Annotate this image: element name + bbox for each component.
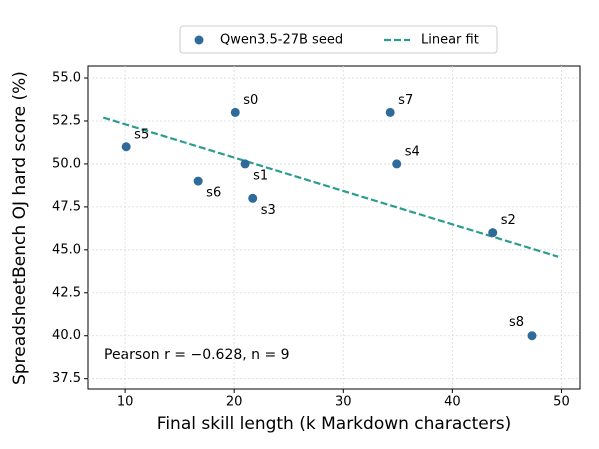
point [385, 107, 395, 117]
point-label: s8 [509, 315, 524, 330]
y-tick-label: 40.0 [52, 328, 81, 343]
point-label: s1 [253, 168, 268, 183]
point-label: s5 [134, 127, 149, 142]
x-tick-label: 40 [444, 395, 461, 410]
point [527, 331, 537, 341]
x-tick-label: 30 [335, 395, 352, 410]
legend-marker [194, 35, 204, 45]
point [240, 159, 250, 169]
point-label: s4 [405, 144, 420, 159]
y-tick-label: 47.5 [52, 199, 81, 214]
point [230, 107, 240, 117]
x-tick-label: 20 [226, 395, 243, 410]
point-label: s3 [261, 203, 276, 218]
point-label: s7 [398, 93, 413, 108]
point [121, 142, 131, 152]
y-axis-label: SpreadsheetBench OJ hard score (%) [10, 71, 30, 385]
point [193, 176, 203, 186]
legend-label: Linear fit [421, 33, 479, 48]
legend-box [179, 25, 498, 54]
y-tick-label: 55.0 [52, 71, 81, 86]
y-tick-label: 45.0 [52, 242, 81, 257]
point [248, 193, 258, 203]
x-axis-label: Final skill length (k Markdown character… [157, 414, 511, 434]
point [392, 159, 402, 169]
point-label: s6 [206, 186, 221, 201]
plot-frame [87, 65, 581, 390]
y-tick-label: 52.5 [52, 113, 81, 128]
annotation: Pearson r = −0.628, n = 9 [104, 347, 290, 363]
x-tick-label: 10 [117, 395, 134, 410]
point-label: s2 [501, 213, 516, 228]
fit-line [102, 116, 559, 258]
x-tick-label: 50 [553, 395, 570, 410]
y-tick-label: 50.0 [52, 156, 81, 171]
y-tick-label: 42.5 [52, 285, 81, 300]
legend-label: Qwen3.5-27B seed [220, 33, 343, 48]
point-label: s0 [243, 93, 258, 108]
point [488, 228, 498, 238]
y-tick-label: 37.5 [52, 371, 81, 386]
